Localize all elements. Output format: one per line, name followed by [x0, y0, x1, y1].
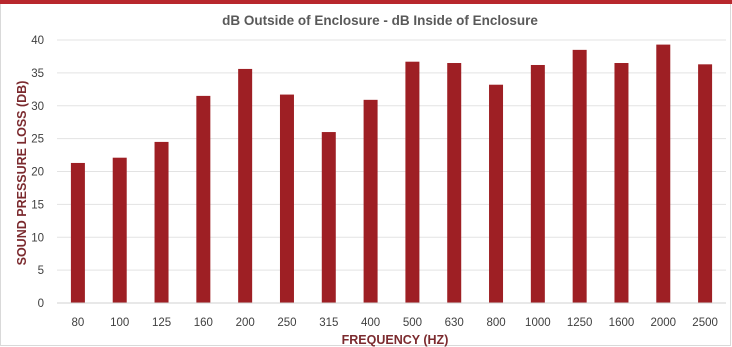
bar-125 — [154, 141, 169, 303]
bar-2500 — [698, 64, 713, 303]
x-axis-ticks: 80 100 125 160 200 250 315 400 500 630 800 1000 1250… — [72, 317, 718, 329]
chart-title: dB Outside of Enclosure - dB Inside of E… — [222, 13, 538, 28]
top-accent-bar — [0, 0, 732, 4]
x-tick-label: 100 — [110, 317, 129, 329]
x-tick-label: 2500 — [692, 317, 718, 329]
x-tick-label: 1600 — [609, 317, 635, 329]
x-tick-label: 630 — [445, 317, 464, 329]
y-axis-label: SOUND PRESSURE LOSS (DB) — [15, 81, 29, 266]
x-tick-label: 200 — [236, 317, 255, 329]
x-tick-label: 125 — [152, 317, 171, 329]
bar-250 — [279, 94, 294, 303]
bar-200 — [238, 68, 253, 304]
x-tick-label: 315 — [319, 317, 338, 329]
y-tick-label: 25 — [31, 134, 44, 146]
bar-2000 — [656, 44, 671, 303]
y-tick-label: 40 — [31, 35, 44, 47]
y-tick-label: 10 — [31, 232, 44, 244]
bar-400 — [363, 99, 378, 304]
x-tick-label: 2000 — [650, 317, 676, 329]
bar-1000 — [530, 64, 545, 303]
chart-frame — [0, 4, 731, 346]
bar-1250 — [572, 49, 587, 303]
x-tick-label: 800 — [486, 317, 505, 329]
x-tick-label: 1000 — [525, 317, 551, 329]
bar-80 — [70, 162, 85, 303]
x-tick-label: 1250 — [567, 317, 593, 329]
x-axis-label: FREQUENCY (HZ) — [342, 333, 449, 347]
x-tick-label: 80 — [72, 317, 85, 329]
x-tick-label: 500 — [403, 317, 422, 329]
bar-1600 — [614, 63, 629, 304]
bar-315 — [321, 132, 336, 303]
x-tick-label: 160 — [194, 317, 213, 329]
x-tick-label: 400 — [361, 317, 380, 329]
bar-800 — [489, 84, 504, 304]
y-tick-label: 0 — [38, 298, 44, 310]
bar-630 — [447, 63, 462, 304]
bar-500 — [405, 61, 420, 304]
y-tick-label: 35 — [31, 68, 44, 80]
y-tick-label: 20 — [31, 167, 44, 179]
x-tick-label: 250 — [277, 317, 296, 329]
bars — [70, 44, 713, 304]
y-tick-label: 15 — [31, 199, 44, 211]
y-tick-label: 5 — [38, 265, 44, 277]
y-axis-ticks: 0 5 10 15 20 25 30 35 40 — [31, 35, 44, 310]
bar-100 — [112, 157, 127, 303]
bar-160 — [196, 95, 211, 303]
y-tick-label: 30 — [31, 101, 44, 113]
